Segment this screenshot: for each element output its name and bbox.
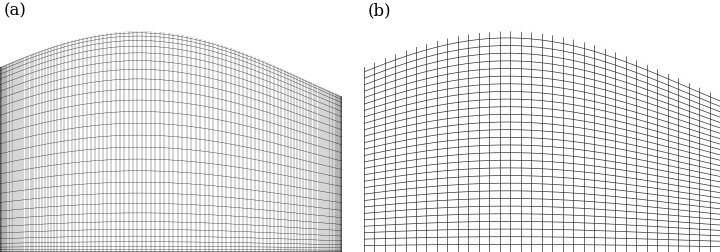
- Text: (b): (b): [367, 3, 391, 19]
- Text: (a): (a): [4, 3, 27, 19]
